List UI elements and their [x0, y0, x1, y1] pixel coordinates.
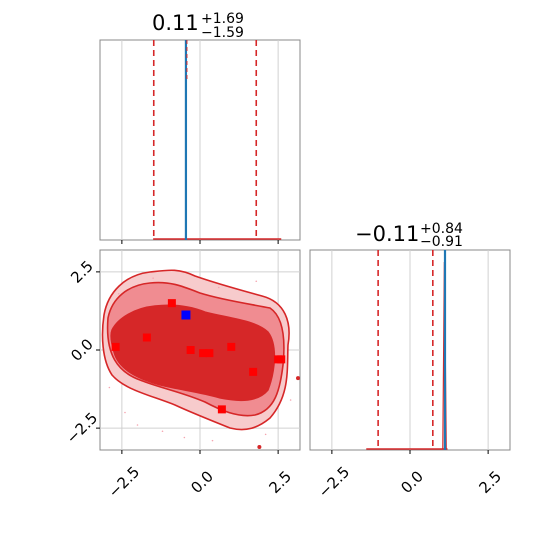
- joint-sample-point: [161, 430, 164, 433]
- joint-sample-point: [217, 286, 220, 289]
- joint-ytick-label: 0.0: [67, 335, 97, 365]
- param2-title-upper: +0.84: [420, 221, 463, 237]
- joint-blue-marker: [181, 310, 191, 320]
- joint-sample-point: [183, 436, 186, 439]
- joint-contour-panel: −2.5−2.5 0.0 0.0 2.5 2.5: [63, 249, 301, 501]
- joint-red-marker: [227, 342, 236, 351]
- param1-title-lower: −1.59: [201, 25, 244, 41]
- joint-sample-point: [211, 439, 214, 442]
- param1-title-upper: +1.69: [201, 11, 244, 27]
- joint-red-marker: [205, 349, 214, 358]
- joint-sample-point: [124, 411, 126, 414]
- joint-sample-point: [152, 277, 154, 279]
- joint-red-marker: [167, 299, 176, 308]
- joint-xtick-label: 0.0: [187, 467, 217, 497]
- joint-sample-point: [117, 292, 120, 295]
- joint-sample-point: [108, 386, 111, 389]
- param1-title: 0.11: [152, 11, 199, 35]
- joint-sample-point: [289, 399, 292, 401]
- joint-outlier: [257, 445, 262, 449]
- joint-red-marker: [277, 355, 286, 364]
- param2-title: −0.11: [355, 222, 419, 246]
- joint-sample-point: [255, 280, 258, 283]
- param2-xtick-label: 0.0: [397, 467, 427, 497]
- joint-red-marker: [217, 405, 226, 414]
- param2-xtick-label: 2.5: [475, 467, 505, 497]
- param1-histogram-panel: [99, 39, 301, 244]
- joint-ytick-label: 2.5: [67, 257, 97, 287]
- param2-xtick-label: −2.5: [315, 463, 353, 501]
- joint-xtick-label: −2.5: [105, 463, 143, 501]
- joint-red-marker: [186, 346, 195, 354]
- param2-title-lower: −0.91: [420, 234, 463, 250]
- joint-red-marker: [142, 333, 151, 342]
- joint-red-marker: [111, 342, 120, 351]
- param2-histogram-panel: −2.5 0.0 2.5: [309, 249, 511, 501]
- joint-sample-point: [136, 424, 139, 426]
- joint-red-marker: [199, 349, 208, 358]
- joint-outlier: [296, 376, 300, 381]
- joint-red-marker: [249, 367, 258, 376]
- joint-ytick-label: −2.5: [63, 409, 101, 447]
- joint-sample-point: [264, 433, 267, 436]
- joint-xtick-label: 2.5: [265, 467, 295, 497]
